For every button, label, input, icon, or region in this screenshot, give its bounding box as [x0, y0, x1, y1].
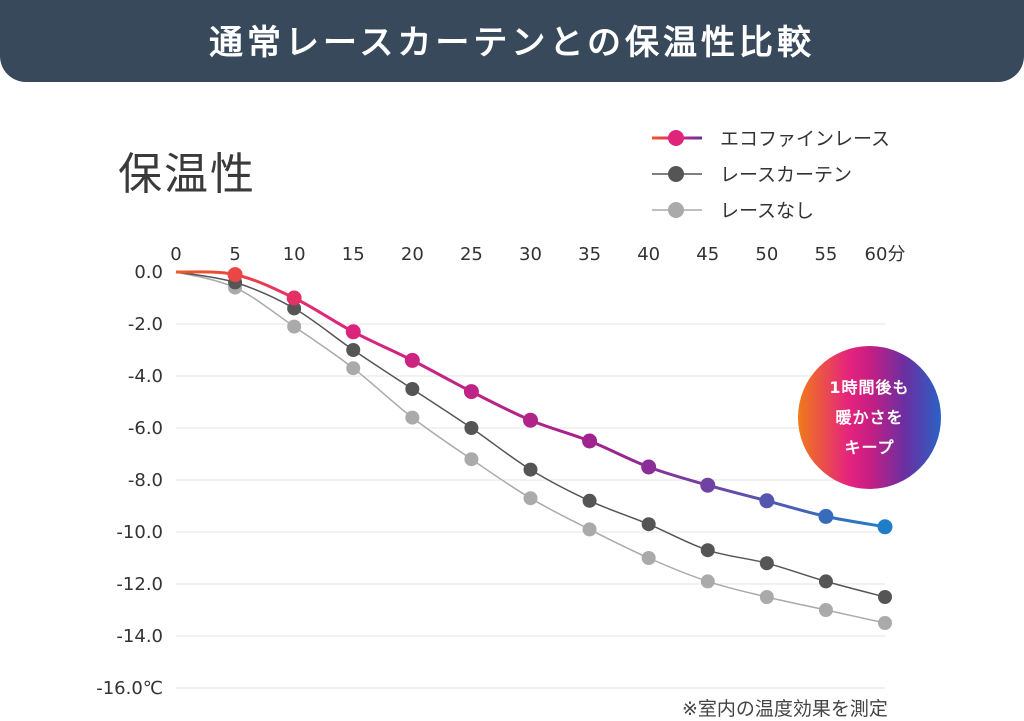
x-tick-label: 15 — [342, 244, 365, 265]
data-point-lace — [641, 517, 656, 532]
data-point-lace — [523, 462, 538, 477]
data-point-none — [700, 574, 715, 589]
data-point-eco — [345, 324, 361, 340]
data-point-eco — [818, 508, 834, 524]
y-tick-label: -8.0 — [128, 470, 163, 491]
data-point-eco — [759, 493, 775, 509]
data-point-eco — [523, 412, 538, 428]
data-point-none — [759, 590, 774, 604]
data-point-eco — [582, 433, 598, 449]
data-point-lace — [464, 421, 479, 435]
badge-line-2: 暖かさを — [835, 407, 904, 427]
data-point-none — [346, 361, 361, 376]
series-line-lace — [175, 271, 886, 598]
footnote: ※室内の温度効果を測定 — [682, 698, 888, 720]
data-point-lace — [818, 574, 833, 589]
legend-marker-eco — [668, 130, 684, 146]
y-tick-label: -6.0 — [128, 418, 163, 439]
data-point-none — [287, 319, 302, 334]
x-tick-label: 25 — [460, 244, 483, 265]
data-point-none — [818, 603, 833, 617]
data-point-eco — [286, 290, 302, 306]
legend-marker-none — [668, 202, 684, 218]
data-point-lace — [346, 343, 361, 357]
data-point-none — [523, 491, 538, 506]
data-point-none — [878, 616, 892, 630]
x-tick-label: 35 — [578, 244, 601, 265]
x-tick-label: 20 — [401, 244, 424, 265]
banner-title: 通常レースカーテンとの保温性比較 — [209, 22, 815, 63]
x-tick-label: 45 — [696, 244, 719, 265]
data-point-none — [405, 410, 420, 425]
data-point-eco — [877, 519, 893, 535]
x-tick-label: 50 — [755, 244, 778, 265]
legend-label-none: レースなし — [720, 200, 814, 222]
axis-labels: 0.0 -2.0 -4.0 -6.0 -8.0 -10.0 -12.0 -14.0 -16.0℃… — [96, 244, 905, 699]
data-point-eco — [404, 352, 420, 368]
data-point-eco — [227, 267, 243, 283]
legend-marker-lace — [668, 166, 684, 182]
x-tick-label: 5 — [229, 244, 240, 265]
grid-lines — [176, 323, 885, 689]
series-line-eco — [175, 270, 886, 529]
title-banner: 通常レースカーテンとの保温性比較 — [0, 0, 1024, 82]
data-point-none — [582, 522, 597, 537]
badge-line-3: キープ — [844, 437, 895, 457]
y-tick-label: -10.0 — [116, 522, 163, 543]
x-tick-label: 30 — [519, 244, 542, 265]
x-tick-label: 55 — [814, 244, 837, 265]
series-line-none — [175, 271, 886, 624]
data-point-lace — [700, 543, 715, 558]
y-tick-label: -2.0 — [128, 314, 163, 335]
keep-warm-badge: 1時間後も 暖かさを キープ — [798, 346, 941, 489]
chart-title: 保温性 — [118, 149, 256, 200]
data-point-eco — [641, 459, 657, 475]
data-point-lace — [582, 493, 597, 508]
data-point-lace — [405, 382, 420, 396]
badge-line-1: 1時間後も — [829, 377, 910, 397]
x-tick-label: 0 — [170, 244, 181, 265]
y-tick-label: 0.0 — [134, 262, 163, 283]
y-tick-label: -4.0 — [128, 366, 163, 387]
x-tick-label: 10 — [283, 244, 306, 265]
data-point-none — [641, 551, 656, 565]
y-tick-label: -14.0 — [116, 626, 163, 647]
x-tick-label: 40 — [637, 244, 660, 265]
y-tick-label: -16.0℃ — [96, 678, 163, 699]
data-point-lace — [878, 590, 892, 604]
legend-label-lace: レースカーテン — [720, 164, 852, 186]
data-point-eco — [463, 384, 479, 400]
x-tick-label: 60分 — [865, 244, 906, 265]
data-point-eco — [700, 477, 716, 493]
data-point-lace — [759, 556, 774, 571]
data-point-none — [464, 452, 479, 467]
series-lines — [175, 267, 893, 630]
legend-label-eco: エコファインレース — [720, 128, 890, 150]
y-tick-label: -12.0 — [116, 574, 163, 595]
data-point-lace — [287, 301, 302, 316]
